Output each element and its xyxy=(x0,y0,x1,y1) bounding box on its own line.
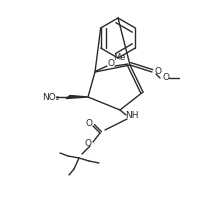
Text: O: O xyxy=(85,140,92,148)
Text: NO₂: NO₂ xyxy=(42,92,60,102)
Polygon shape xyxy=(66,95,88,99)
Text: O: O xyxy=(86,120,93,128)
Text: Me: Me xyxy=(113,53,125,61)
Text: O: O xyxy=(154,67,162,77)
Text: O: O xyxy=(163,74,170,82)
Text: O: O xyxy=(107,59,114,67)
Text: NH: NH xyxy=(125,112,139,120)
